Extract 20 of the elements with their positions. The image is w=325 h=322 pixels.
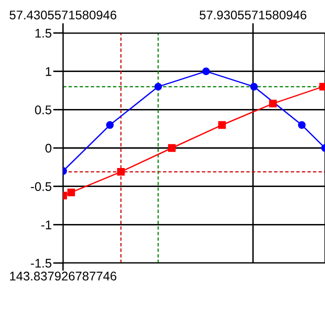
point bbox=[250, 82, 258, 90]
point bbox=[218, 121, 226, 129]
text: 143.837926787746 bbox=[10, 272, 116, 281]
point bbox=[269, 100, 277, 108]
y-tick-label: -1 bbox=[41, 220, 52, 230]
y-tick-label: -1.5 bbox=[30, 258, 52, 268]
y-tick-label: 1.5 bbox=[35, 28, 52, 38]
y-tick-label: 0 bbox=[45, 144, 52, 153]
point bbox=[202, 68, 210, 76]
x-tick-label: 57.4305571580946 bbox=[10, 10, 116, 20]
y-tick-label: 1 bbox=[46, 67, 52, 76]
point bbox=[154, 82, 162, 90]
point bbox=[298, 121, 306, 129]
y-tick-label: 0.5 bbox=[35, 105, 52, 114]
point bbox=[106, 121, 114, 129]
point bbox=[67, 188, 75, 196]
x-tick-label: 57.9305571580946 bbox=[200, 10, 306, 20]
y-tick-label: -0.5 bbox=[30, 182, 52, 191]
point bbox=[117, 168, 125, 176]
point bbox=[168, 144, 176, 152]
